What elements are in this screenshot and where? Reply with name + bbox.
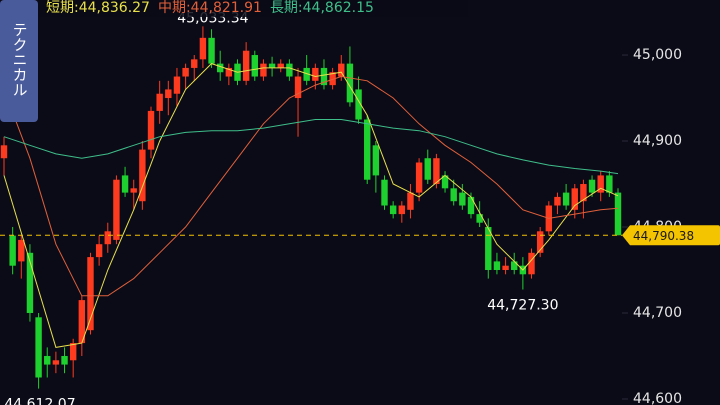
low-label: 44,727.30 <box>487 298 558 314</box>
candle-body <box>355 89 362 120</box>
low-label: 44,612.07 <box>4 397 75 405</box>
candle-body <box>312 67 319 81</box>
candle-body <box>61 355 68 365</box>
candle-body <box>0 145 8 159</box>
legend-bar <box>38 0 468 17</box>
side-tab[interactable] <box>0 0 38 122</box>
candle-body <box>528 252 535 275</box>
candle-body <box>216 63 224 73</box>
candle-body <box>52 360 60 365</box>
y-tick-label: 44,600 <box>633 391 682 405</box>
candle-body <box>121 175 129 193</box>
candle-body <box>26 252 34 313</box>
candle-body <box>614 192 622 236</box>
candle-body <box>156 93 163 111</box>
candle-body <box>588 179 596 193</box>
candle-body <box>35 317 42 378</box>
candle-body <box>389 205 397 215</box>
candle-body <box>485 227 492 270</box>
candle-body <box>113 179 120 240</box>
candle-body <box>424 158 431 180</box>
candle-body <box>277 63 284 68</box>
candle-body <box>580 184 587 202</box>
last-price-tag <box>622 225 720 246</box>
candle-body <box>398 205 406 215</box>
candle-body <box>87 257 94 331</box>
candle-body <box>242 50 250 81</box>
candle-body <box>147 110 155 150</box>
candle-body <box>467 196 475 215</box>
candle-body <box>225 67 233 77</box>
candle-body <box>303 67 310 81</box>
candle-body <box>493 261 501 270</box>
candle-body <box>511 261 518 270</box>
candle-body <box>571 188 578 210</box>
candle-body <box>329 72 336 86</box>
legend-entry: 短期:44,836.27 <box>46 0 150 16</box>
candle-body <box>294 76 302 99</box>
ma-line <box>3 63 619 348</box>
candle-body <box>407 192 414 210</box>
candle-body <box>338 63 345 77</box>
y-tick-label: 45,000 <box>633 47 682 63</box>
candle-body <box>286 63 293 77</box>
candle-body <box>562 192 570 206</box>
candle-body <box>597 175 604 193</box>
last-price-label: 44,790.38 <box>633 229 694 243</box>
candle-body <box>459 192 466 206</box>
candle-body <box>268 63 276 68</box>
ma-line <box>3 75 619 297</box>
candle-body <box>95 244 103 258</box>
candle-body <box>18 239 25 262</box>
candle-body <box>320 67 328 86</box>
candle-body <box>415 162 423 193</box>
candle-body <box>9 235 16 266</box>
candle-body <box>502 265 509 270</box>
legend-entry: 中期:44,821.91 <box>158 0 262 16</box>
candle-body <box>381 179 388 206</box>
ma-line <box>3 119 619 175</box>
candle-body <box>165 89 172 99</box>
candle-body <box>78 300 86 344</box>
candle-body <box>364 119 371 180</box>
candle-body <box>208 37 215 64</box>
side-tab-label[interactable]: テクニカル <box>11 22 29 97</box>
candle-body <box>182 67 189 77</box>
y-tick-label: 44,700 <box>633 305 682 321</box>
y-tick-label: 44,900 <box>633 133 682 149</box>
candle-body <box>433 158 440 185</box>
candle-body <box>104 231 111 245</box>
candle-body <box>606 175 613 193</box>
candle-body <box>450 188 457 202</box>
candle-body <box>441 175 449 189</box>
candle-body <box>199 37 207 60</box>
candle-body <box>191 59 198 68</box>
candle-body <box>139 149 146 202</box>
candle-body <box>554 196 561 206</box>
candle-body <box>536 231 544 253</box>
candle-body <box>372 145 380 176</box>
candle-body <box>260 63 267 77</box>
candle-body <box>476 214 483 223</box>
candle-body <box>173 76 181 94</box>
candle-body <box>346 63 354 103</box>
legend-entry: 長期:44,862.15 <box>270 0 374 16</box>
candle-body <box>44 355 51 365</box>
candle-body <box>69 343 77 361</box>
candle-body <box>130 188 137 193</box>
candle-body <box>251 55 258 77</box>
